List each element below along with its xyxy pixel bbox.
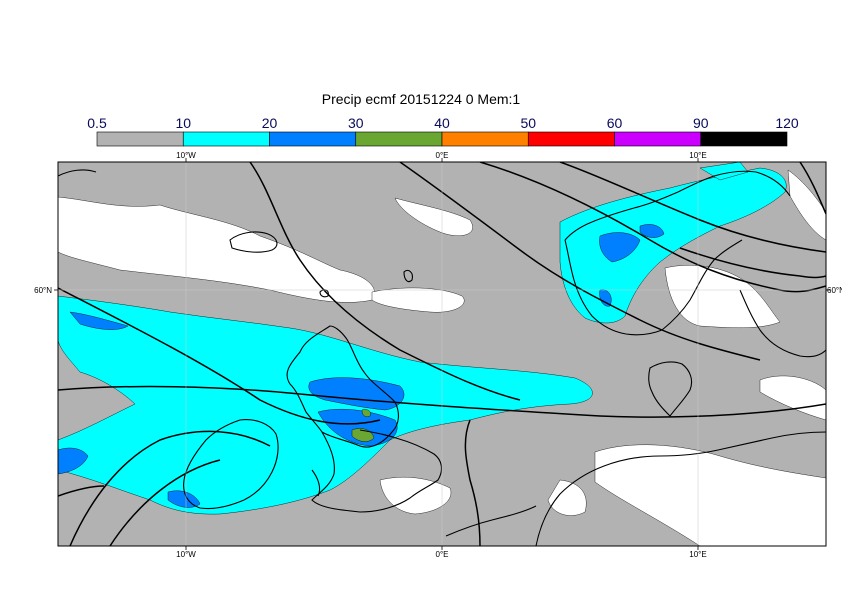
graticule	[58, 162, 826, 546]
axis-ticks	[54, 158, 830, 550]
coastline-ireland	[183, 419, 279, 510]
lon-label-bottom-10w: 10°W	[176, 550, 196, 559]
legend-label: 0.5	[87, 115, 107, 131]
lat-label-left-60n: 60°N	[34, 286, 52, 295]
coastline-iceland	[229, 231, 278, 253]
coastline-england	[311, 429, 443, 513]
coastline-denmark	[648, 361, 693, 417]
coastline-sweden	[661, 239, 826, 358]
coastline-shetland	[403, 269, 413, 283]
coastline-greenland-edge	[58, 169, 97, 177]
lon-label-bottom-10e: 10°E	[689, 550, 706, 559]
coastline-wales	[311, 469, 321, 497]
map-title: Precip ecmf 20151224 0 Mem:1	[321, 91, 521, 107]
legend-labels: 0.5 10 20 30 40 50 60 90 120	[87, 115, 799, 131]
legend-label: 50	[520, 115, 536, 131]
legend-label: 40	[434, 115, 450, 131]
legend-label: 90	[693, 115, 709, 131]
legend-label: 10	[175, 115, 191, 131]
no-precip-areas	[58, 169, 826, 546]
coastlines	[58, 169, 826, 546]
coastline-norway	[564, 170, 791, 336]
coastline-continent	[535, 431, 826, 546]
coastline-scotland	[286, 325, 399, 448]
lon-label-bottom-0e: 0°E	[436, 550, 449, 559]
legend-label: 120	[775, 115, 799, 131]
lat-label-right-60n: 60°N	[827, 286, 842, 295]
legend-swatches	[96, 131, 788, 147]
isobars	[58, 162, 826, 546]
lon-label-top-0e: 0°E	[436, 151, 449, 160]
coastline-france	[445, 505, 537, 537]
legend-swatch	[700, 131, 788, 147]
lon-label-top-10w: 10°W	[176, 151, 196, 160]
colour-legend: 0.5 10 20 30 40 50 60 90 120	[87, 115, 799, 147]
legend-label: 20	[262, 115, 278, 131]
legend-label: 60	[607, 115, 623, 131]
legend-label: 30	[348, 115, 364, 131]
lon-label-top-10e: 10°E	[689, 151, 706, 160]
